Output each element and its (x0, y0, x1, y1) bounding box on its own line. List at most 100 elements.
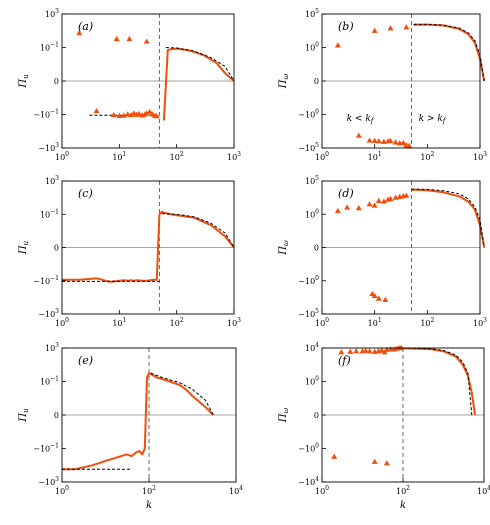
y-axis-label: Πu (18, 240, 30, 255)
data-point (353, 348, 360, 354)
data-point (371, 458, 378, 464)
y-tick-label: 0 (314, 244, 319, 253)
data-point (334, 42, 341, 48)
annotation-above-kf: k > kf (419, 114, 447, 125)
data-point (387, 137, 394, 143)
y-tick-label: −100 (298, 109, 319, 120)
y-tick-label: 104 (305, 342, 319, 353)
y-tick-label: −103 (38, 476, 59, 487)
series-line-solid (402, 347, 476, 416)
x-tick-label: 103 (227, 317, 241, 328)
panel-label: (a) (78, 20, 93, 33)
data-point (403, 24, 410, 30)
y-tick-label: 103 (45, 8, 59, 19)
data-point (371, 202, 378, 208)
data-point (403, 192, 410, 198)
series-line-solid (62, 372, 215, 471)
y-tick-label: −103 (38, 142, 59, 153)
y-tick-label: 0 (314, 77, 319, 86)
data-point (110, 111, 117, 118)
y-tick-label: 100 (305, 376, 319, 387)
x-tick-label: 100 (55, 317, 69, 328)
data-point (380, 138, 387, 144)
y-axis-label: Πω (278, 240, 290, 256)
y-tick-label: −103 (38, 308, 59, 319)
data-point (380, 198, 387, 204)
chart-panel-a: −103 −10−1 0 10−1 103 100 101 102 103 (a) Πu (18, 8, 241, 162)
data-point (93, 107, 100, 114)
data-point (382, 296, 389, 303)
x-tick-label: 100 (315, 317, 329, 328)
x-tick-label: 101 (112, 317, 126, 328)
series-line-solid (162, 47, 235, 121)
series-line-dashed (165, 47, 235, 82)
data-point (116, 112, 123, 118)
annotation-below-kf: k < kf (347, 114, 375, 125)
x-tick-label: 104 (477, 485, 490, 496)
x-tick-label: 103 (473, 151, 487, 162)
series-line-solid (411, 188, 486, 248)
chart-panel-d: −105 −100 0 100 105 100 101 102 103 (d) Πω (278, 175, 487, 328)
data-point (371, 292, 378, 299)
y-tick-label: −10−1 (33, 443, 59, 454)
x-tick-label: 102 (420, 317, 434, 328)
x-tick-label: 100 (55, 151, 69, 162)
data-point (113, 35, 120, 42)
data-point (135, 110, 142, 116)
data-point (128, 111, 135, 118)
y-tick-label: 100 (305, 42, 319, 53)
series-line-dashed (413, 23, 485, 82)
y-tick-label: −104 (298, 476, 319, 487)
series-line-dashed (402, 347, 473, 416)
y-tick-label: 0 (54, 411, 59, 420)
y-tick-label: 103 (45, 342, 59, 353)
data-point (366, 201, 373, 207)
data-point (383, 460, 390, 466)
data-point (375, 295, 382, 301)
y-tick-label: −10−1 (33, 275, 59, 286)
y-tick-label: 10−1 (40, 208, 59, 219)
data-point (146, 108, 153, 115)
x-tick-label: 102 (142, 485, 156, 496)
series-line-dashed (161, 213, 235, 248)
data-point (371, 27, 378, 33)
x-tick-label: 102 (170, 317, 184, 328)
data-point (334, 207, 341, 214)
panel-label: (f) (338, 354, 351, 367)
y-tick-label: −100 (298, 443, 319, 454)
x-tick-label: 101 (368, 151, 382, 162)
chart-panel-b: −105 −100 0 100 105 100 101 102 103 (b) Πω k < kf k … (278, 8, 487, 162)
data-point (366, 137, 373, 143)
y-tick-label: 105 (305, 175, 319, 186)
data-point (355, 132, 362, 138)
series-line-dashed (411, 188, 485, 248)
data-point (126, 35, 133, 42)
data-point (153, 113, 160, 119)
x-tick-label: 102 (396, 485, 410, 496)
y-axis-label: Πu (18, 74, 30, 89)
y-tick-label: 105 (305, 8, 319, 19)
data-point (338, 349, 345, 355)
y-tick-label: 10−1 (40, 376, 59, 387)
data-point (347, 348, 354, 354)
data-point (375, 138, 382, 144)
x-axis-label: k (146, 500, 152, 511)
panel-label: (c) (78, 187, 93, 200)
data-point (387, 195, 394, 201)
y-tick-label: 10−1 (40, 42, 59, 53)
x-axis-label: k (400, 500, 406, 511)
data-point (366, 348, 373, 354)
panel-label: (b) (338, 20, 354, 33)
y-tick-label: −100 (298, 275, 319, 286)
y-tick-label: 0 (54, 77, 59, 86)
x-tick-label: 102 (420, 151, 434, 162)
x-tick-label: 100 (55, 485, 69, 496)
x-tick-label: 100 (315, 151, 329, 162)
data-point (406, 142, 413, 148)
data-point (362, 347, 369, 353)
data-point (400, 139, 407, 146)
data-point (143, 110, 150, 116)
x-tick-label: 101 (368, 317, 382, 328)
series-line-dashed (150, 372, 214, 416)
y-tick-label: −10−1 (33, 109, 59, 120)
